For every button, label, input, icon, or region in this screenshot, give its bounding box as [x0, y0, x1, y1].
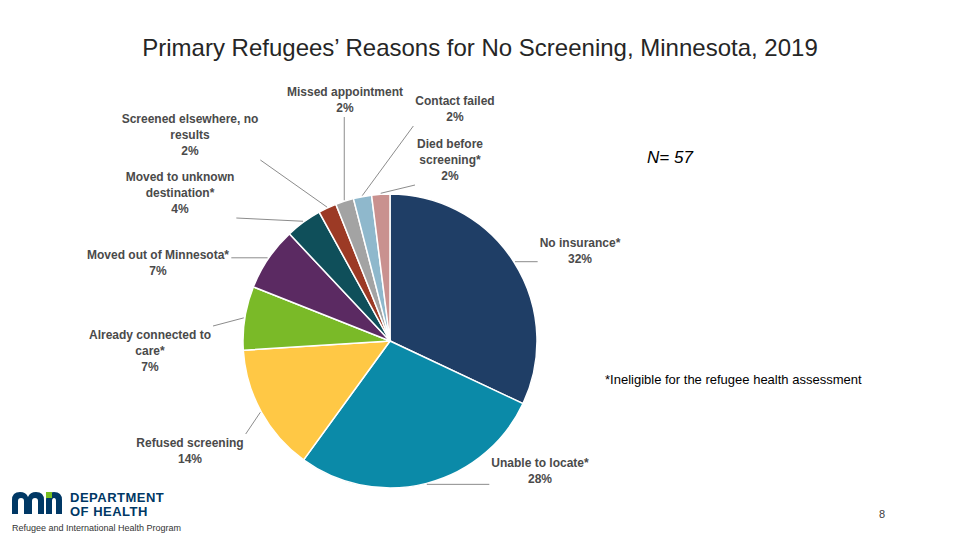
- leader-line: [231, 257, 267, 258]
- leader-line: [236, 218, 303, 221]
- logo-mark: [12, 492, 62, 514]
- label-line: Missed appointment: [287, 85, 403, 99]
- label-line: screening*: [419, 153, 481, 167]
- category-label: Screened elsewhere, no results: [122, 112, 259, 142]
- annotation: N= 57: [647, 148, 693, 167]
- category-label: Died before screening*: [417, 137, 483, 167]
- data-label: 14%: [178, 452, 202, 466]
- data-label: 2%: [336, 101, 354, 115]
- label-line: Refused screening: [136, 436, 243, 450]
- label-line: care*: [135, 344, 165, 358]
- leader-line: [344, 117, 345, 200]
- label-line: Moved out of Minnesota*: [87, 248, 229, 262]
- label-line: No insurance*: [540, 236, 621, 250]
- category-label: Moved to unknown destination*: [126, 170, 235, 200]
- category-label: Refused screening: [136, 436, 243, 450]
- annotation: *Ineligible for the refugee health asses…: [605, 372, 862, 387]
- pie-slices: [243, 194, 537, 488]
- data-label: 28%: [528, 472, 552, 486]
- logo-text: DEPARTMENT: [70, 490, 164, 505]
- leader-line: [362, 126, 413, 196]
- label-line: Unable to locate*: [491, 456, 589, 470]
- label-line: Already connected to: [89, 328, 211, 342]
- category-label: Unable to locate*: [491, 456, 589, 470]
- logo-text: OF HEALTH: [70, 504, 148, 519]
- pie-slice: [243, 341, 390, 460]
- leader-line: [213, 318, 244, 326]
- leader-line: [246, 412, 261, 434]
- leader-line: [427, 484, 490, 485]
- leader-line: [260, 160, 327, 207]
- data-label: 4%: [171, 202, 189, 216]
- leader-line: [515, 261, 538, 262]
- pie-labels: No insurance* 32% Unable to locate* 28% Refu…: [87, 85, 621, 486]
- label-line: Contact failed: [415, 94, 494, 108]
- category-label: Already connected to care*: [89, 328, 211, 358]
- logo-accent: [46, 492, 52, 498]
- leader-lines: [213, 117, 538, 484]
- category-label: Contact failed: [415, 94, 494, 108]
- label-line: Died before: [417, 137, 483, 151]
- slide: Primary Refugees’ Reasons for No Screeni…: [0, 0, 960, 540]
- category-label: No insurance*: [540, 236, 621, 250]
- page-number: 8: [879, 508, 885, 520]
- logo-m: [12, 492, 44, 514]
- title: Primary Refugees’ Reasons for No Screeni…: [142, 34, 817, 61]
- data-label: 7%: [149, 264, 167, 278]
- pie-slice: [372, 194, 390, 341]
- data-label: 32%: [568, 252, 592, 266]
- leader-line: [381, 185, 415, 193]
- data-label: 2%: [446, 110, 464, 124]
- data-label: 7%: [141, 360, 159, 374]
- data-label: 2%: [441, 169, 459, 183]
- label-line: results: [170, 128, 210, 142]
- label-line: Moved to unknown: [126, 170, 235, 184]
- program-name: Refugee and International Health Program: [12, 523, 181, 533]
- logo-n: [46, 492, 62, 514]
- label-line: destination*: [146, 186, 215, 200]
- label-line: Screened elsewhere, no: [122, 112, 259, 126]
- category-label: Moved out of Minnesota*: [87, 248, 229, 262]
- category-label: Missed appointment: [287, 85, 403, 99]
- data-label: 2%: [181, 144, 199, 158]
